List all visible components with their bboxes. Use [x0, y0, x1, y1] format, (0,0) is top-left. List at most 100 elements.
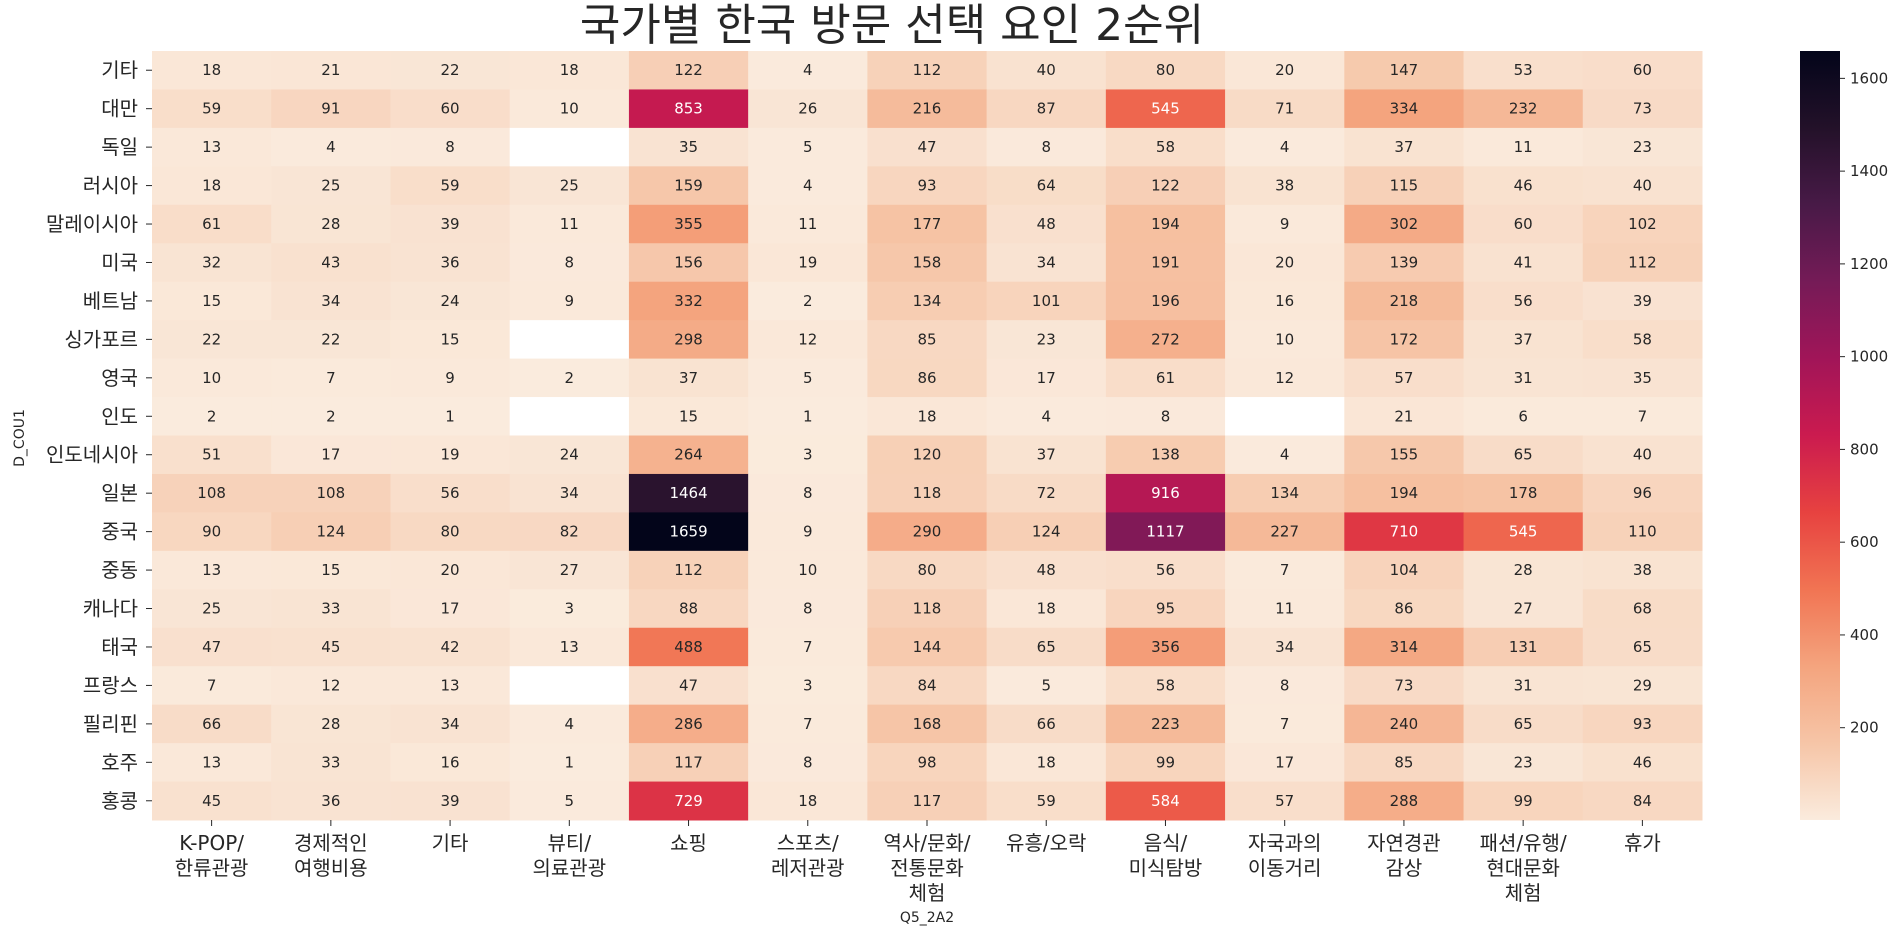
heatmap-cell — [390, 473, 511, 513]
heatmap-cell — [271, 358, 391, 398]
cell-value-label: 8 — [803, 753, 813, 771]
cell-value-label: 17 — [1037, 369, 1056, 387]
cell-value-label: 4 — [1280, 138, 1290, 156]
heatmap-cell — [1105, 550, 1226, 590]
cell-value-label: 85 — [917, 330, 936, 348]
cell-value-label: 25 — [560, 177, 579, 195]
cell-value-label: 10 — [798, 561, 817, 579]
heatmap-cell — [1225, 473, 1345, 513]
heatmap-cell — [867, 320, 988, 360]
y-tick-label: 일본 — [101, 481, 138, 505]
x-tick-label: 음식/미식탐방 — [1129, 831, 1203, 880]
cell-value-label: 1 — [445, 407, 455, 425]
cell-value-label: 4 — [1280, 446, 1290, 464]
x-tick-label: 유흥/오락 — [1006, 831, 1086, 855]
heatmap-cell — [1582, 320, 1703, 360]
cell-value-label: 20 — [1275, 61, 1294, 79]
cell-value-label: 82 — [560, 523, 579, 541]
heatmap-cell — [152, 281, 272, 321]
colorbar-tick-label: 800 — [1850, 440, 1879, 458]
x-tick-label: 역사/문화/전통문화 체험 — [883, 831, 970, 905]
heatmap-cell — [986, 204, 1107, 244]
cell-value-label: 101 — [1032, 292, 1061, 310]
heatmap-cell — [271, 589, 391, 629]
heatmap-cell — [271, 397, 391, 436]
heatmap-cell — [628, 281, 749, 321]
cell-value-label: 65 — [1514, 715, 1533, 733]
heatmap-cell — [748, 89, 868, 129]
heatmap-cell — [1344, 473, 1465, 513]
chart-title: 국가별 한국 방문 선택 요인 2순위 — [580, 0, 1204, 51]
heatmap-cell — [390, 243, 511, 283]
y-tick-label: 홍콩 — [101, 789, 138, 813]
cell-value-label: 334 — [1390, 100, 1419, 118]
colorbar-tick-label: 600 — [1850, 533, 1879, 551]
cell-value-label: 290 — [913, 523, 942, 541]
colorbar-tick-label: 400 — [1850, 626, 1879, 644]
heatmap-cell-empty — [509, 127, 630, 167]
heatmap-cell — [628, 627, 749, 667]
cell-value-label: 710 — [1390, 523, 1419, 541]
cell-value-label: 23 — [1514, 753, 1533, 771]
y-tick-label: 인도네시아 — [46, 443, 138, 467]
cell-value-label: 9 — [565, 292, 575, 310]
cell-value-label: 102 — [1628, 215, 1657, 233]
cell-value-label: 29 — [1633, 676, 1652, 694]
cell-value-label: 9 — [1280, 215, 1290, 233]
cell-value-label: 86 — [917, 369, 936, 387]
heatmap-cell — [1344, 743, 1465, 783]
cell-value-label: 59 — [202, 100, 221, 118]
heatmap-cell — [271, 51, 391, 90]
row-labels: 기타대만독일러시아말레이시아미국베트남싱가포르영국인도인도네시아일본중국중동캐나… — [46, 58, 152, 813]
cell-value-label: 34 — [1275, 638, 1294, 656]
heatmap-cell — [509, 243, 630, 283]
heatmap-cell — [1463, 204, 1584, 244]
heatmap-cell — [1582, 358, 1703, 398]
heatmap-cell — [390, 512, 511, 552]
heatmap-cell — [1105, 627, 1226, 667]
heatmap-cell — [748, 550, 868, 590]
cell-value-label: 115 — [1390, 177, 1419, 195]
heatmap-cell — [748, 627, 868, 667]
cell-value-label: 1659 — [669, 523, 707, 541]
heatmap-cell — [628, 127, 749, 167]
cell-value-label: 56 — [441, 484, 460, 502]
heatmap-cell — [152, 204, 272, 244]
cell-value-label: 56 — [1514, 292, 1533, 310]
cell-value-label: 72 — [1037, 484, 1056, 502]
y-tick-label: 싱가포르 — [64, 327, 138, 351]
cell-value-label: 37 — [1394, 138, 1413, 156]
cell-value-label: 36 — [441, 253, 460, 271]
heatmap-cell — [986, 704, 1107, 744]
heatmap-cell — [1344, 704, 1465, 744]
cell-value-label: 12 — [798, 330, 817, 348]
cell-value-label: 232 — [1509, 100, 1538, 118]
heatmap-cell — [1344, 358, 1465, 398]
heatmap-cell — [1582, 550, 1703, 590]
cell-value-label: 22 — [321, 330, 340, 348]
cell-value-label: 5 — [565, 792, 575, 810]
heatmap-cell — [1344, 127, 1465, 167]
heatmap-cell — [628, 320, 749, 360]
cell-value-label: 3 — [565, 600, 575, 618]
cell-value-label: 88 — [679, 600, 698, 618]
cell-value-label: 35 — [679, 138, 698, 156]
heatmap-cell — [867, 550, 988, 590]
cell-value-label: 93 — [917, 177, 936, 195]
heatmap-cell — [1105, 320, 1226, 360]
y-tick-label: 호주 — [101, 750, 138, 774]
cell-value-label: 41 — [1514, 253, 1533, 271]
heatmap-cell — [152, 781, 272, 821]
heatmap-cell — [867, 166, 988, 206]
heatmap-cell — [867, 51, 988, 90]
heatmap-cell — [1105, 512, 1226, 552]
heatmap-cell — [628, 781, 749, 821]
heatmap-cell — [152, 127, 272, 167]
cell-value-label: 16 — [441, 753, 460, 771]
cell-value-label: 56 — [1156, 561, 1175, 579]
heatmap-cell — [1225, 704, 1345, 744]
heatmap-cell — [748, 704, 868, 744]
cell-value-label: 10 — [202, 369, 221, 387]
heatmap-cell — [1225, 627, 1345, 667]
colorbar-tick-label: 1400 — [1850, 162, 1888, 180]
